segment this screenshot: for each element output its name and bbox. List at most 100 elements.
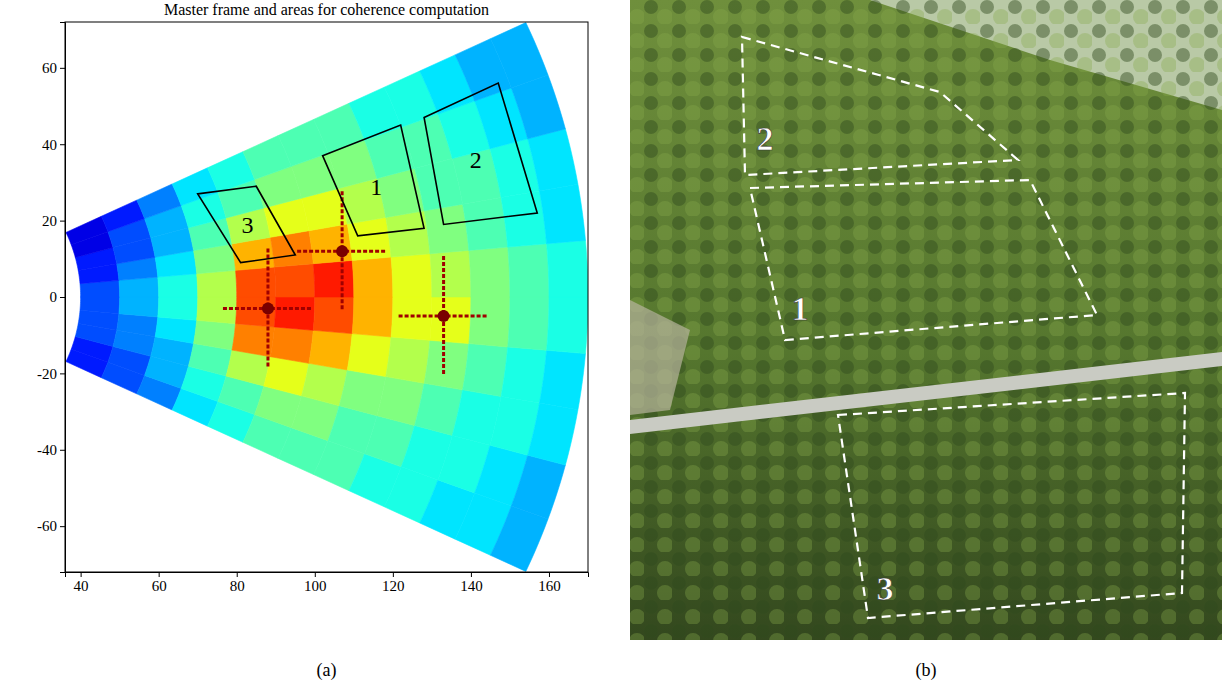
heatmap-cell [424,204,469,254]
heatmap-cell [386,337,430,383]
y-tick-label: -60 [37,518,57,534]
x-tick-mark [81,572,82,577]
targets [223,191,489,376]
target [438,310,450,322]
y-tick-label: 0 [50,289,58,305]
heatmap-cell [158,274,198,297]
heatmap-cell [313,260,354,297]
heatmap-cell [119,297,159,317]
y-tick-label: 20 [42,213,57,229]
heatmap-cell [508,297,549,350]
heatmap-cell [430,250,471,297]
y-tick: -40 [37,442,65,458]
heatmap-cell [301,363,347,405]
heatmap-cell [386,211,430,257]
y-axis-line [60,23,66,573]
x-tick: 100 [304,572,327,594]
heatmap-cell [347,217,391,260]
heatmap-cell [66,216,108,244]
photo-region-outline [750,180,1097,340]
heatmap-cell [511,455,565,519]
plot-area [66,23,588,572]
region-label: 1 [370,174,382,200]
photo [630,0,1222,640]
region-outline [198,186,296,262]
x-tick: 40 [74,572,89,594]
y-tick: 40 [42,137,65,153]
heatmap-cell [352,297,393,337]
y-tick: 20 [42,213,65,229]
photo-region-label: 1 [792,290,809,327]
heatmap-cell [117,314,158,337]
heatmap-cell [155,317,197,343]
x-tick: 120 [382,572,405,594]
x-tick-label: 120 [382,578,405,594]
y-tick-label: 40 [42,137,57,153]
heatmap-cell [528,403,578,465]
region-outline [323,125,424,236]
photo-region-label: 2 [757,120,774,157]
y-tick: -60 [37,518,65,534]
y-tick-label: 60 [42,60,57,76]
panel-label: (a) [317,660,337,681]
x-tick-label: 140 [460,578,483,594]
heatmap-cell [158,297,198,320]
plot-frame [65,22,588,572]
figure: 123406080100120140160-60-40-200204060Mas… [0,0,1222,690]
x-tick-mark [237,572,238,577]
heatmap-cell [197,270,237,297]
y-tick-label: -20 [37,366,57,382]
photo-ground [630,0,1222,640]
heatmap-cell [309,330,352,370]
x-axis: 406080100120140160 [66,572,589,594]
heatmap-cell [274,264,314,297]
title: Master frame and areas for coherence com… [164,1,489,19]
heatmap-cell [80,297,120,314]
heatmap [66,23,588,572]
heatmap-cell [547,297,588,354]
panel-label: (b) [916,660,937,681]
heatmap-cell [274,297,314,330]
y-tick-mark [60,68,65,69]
heatmap-cell [391,254,432,297]
heatmap-cell [539,184,585,243]
heatmap-cell [236,267,276,297]
y-tick-mark [60,373,65,374]
region-outline [424,83,537,224]
heatmap-cell [469,297,510,347]
heatmap-cell [309,224,352,264]
heatmap-cell [463,344,508,397]
x-tick-mark [471,572,472,577]
regions [198,83,538,263]
heatmap-cell [424,340,469,390]
heatmap-cell [270,327,313,363]
y-tick: 0 [50,289,66,305]
photo-region-outline [742,37,1018,175]
y-tick: 60 [42,60,65,76]
heatmap-cell [528,129,578,191]
heatmap-cell [501,191,547,247]
heatmap-cell [347,334,391,377]
heatmap-cell [313,297,354,334]
y-tick-mark [60,450,65,451]
heatmap-cell [501,347,547,403]
region-label: 3 [241,212,253,238]
x-tick: 140 [460,572,483,594]
region-label: 2 [470,147,482,173]
heatmap-cell [508,244,549,297]
x-tick-mark [159,572,160,577]
photo-rock [630,300,690,415]
heatmap-cell [490,23,548,88]
heatmap-cell [352,257,393,297]
photo-region-outline [838,393,1185,618]
heatmap-cell [463,198,508,251]
heatmap-cell [391,297,432,340]
heatmap-cell [264,357,309,396]
y-tick: -20 [37,366,65,382]
x-tick-mark [315,572,316,577]
x-tick: 80 [230,572,245,594]
photo-texture [630,0,1222,640]
x-tick-mark [393,572,394,577]
y-tick-mark [60,526,65,527]
x-tick-label: 100 [304,578,327,594]
